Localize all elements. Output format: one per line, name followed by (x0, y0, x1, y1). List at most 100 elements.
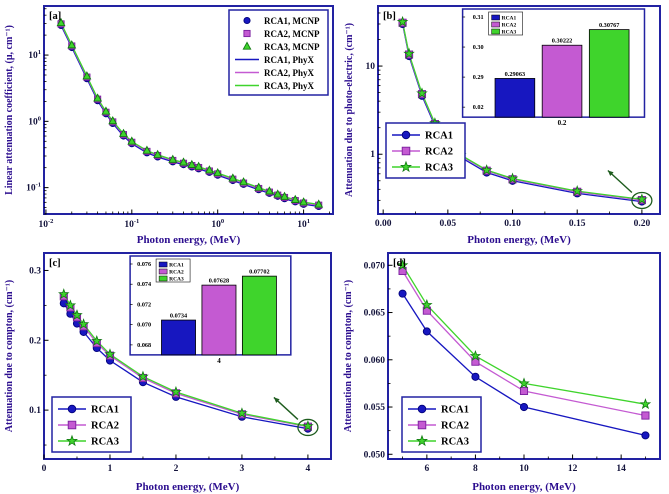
svg-text:100: 100 (211, 218, 224, 230)
inset-ytick: 0.02 (473, 104, 484, 111)
legend-label: RCA1, MCNP (264, 16, 320, 26)
y-tick-label: 0.3 (29, 266, 41, 276)
inset-bar-value: 0.07702 (249, 269, 269, 276)
series-RCA1 (398, 289, 650, 440)
inset-legend-label: RCA1 (169, 263, 184, 269)
series-RCA3 (58, 288, 314, 432)
y-tick-label: 0.060 (364, 356, 386, 366)
inset-ytick: 0.076 (137, 261, 151, 268)
inset-xtick: 0.2 (558, 119, 567, 127)
panel-c-container: 0 1 2 3 4 0.1 0.2 0.3 Photon energy, (MeV) Attenu… (0, 247, 340, 494)
inset-legend-label: RCA1 (502, 16, 517, 22)
y-tick-label: 0.050 (364, 450, 386, 460)
inset-legend-label: RCA3 (169, 277, 184, 283)
svg-text:101: 101 (28, 49, 41, 61)
panel-d: 6 8 10 12 14 0.050 0.055 0.060 0.065 0.070 Photon … (343, 252, 661, 493)
panel-label: [d] (393, 258, 406, 269)
chart-panel-a: 10-2 10-1 100 101 10-1 100 101 Photon energy, (… (4, 5, 334, 246)
x-tick-label: 4 (306, 464, 311, 474)
series-RCA3, MCNP (56, 17, 324, 208)
x-axis-label: Photon energy, (MeV) (137, 234, 241, 246)
x-tick-label: 1 (108, 464, 113, 474)
svg-text:101: 101 (297, 218, 310, 230)
zoom-arrow (607, 170, 614, 177)
y-tick-label: 10 (366, 62, 376, 72)
x-axis: 10-2 10-1 100 101 (38, 209, 330, 230)
svg-text:10-1: 10-1 (124, 218, 139, 230)
legend-label: RCA2, MCNP (264, 29, 320, 39)
x-tick-label: 10 (519, 464, 529, 474)
svg-text:10-2: 10-2 (38, 218, 53, 230)
x-tick-label: 8 (473, 464, 478, 474)
zoom-circle (297, 418, 319, 437)
series-RCA3 (396, 259, 652, 410)
y-axis-label: Linear attenuation coefficient, (μ, cm⁻¹… (4, 25, 15, 195)
inset-bar-value: 0.30222 (552, 38, 572, 45)
y-tick-label: 1 (370, 150, 375, 160)
y-axis-label: Attenuation due to compton, (cm⁻¹) (343, 280, 354, 432)
legend-label: RCA3 (425, 163, 453, 174)
panel-label: [b] (383, 11, 396, 22)
y-axis: 1 10 (366, 12, 383, 201)
x-tick-label: 6 (424, 464, 429, 474)
inset-ytick: 0.31 (473, 14, 484, 21)
x-tick-label: 14 (616, 464, 626, 474)
y-axis-label: Attenuation due to compton, (cm⁻¹) (4, 280, 15, 432)
inset-bar-value: 0.30767 (599, 22, 619, 29)
x-tick-label: 0 (42, 464, 47, 474)
panel-b: 0.00 0.05 0.10 0.15 0.20 1 10 Photon energy, (M… (344, 5, 661, 246)
panel-label: [c] (49, 258, 61, 269)
inset-bar-RCA3 (241, 275, 277, 356)
inset-ytick: 0.070 (137, 322, 151, 329)
y-axis: 10-1 100 101 (26, 8, 49, 215)
x-tick-label: 12 (568, 464, 578, 474)
inset-legend-label: RCA2 (502, 23, 517, 29)
legend-label: RCA2 (91, 421, 119, 432)
inset-bar-value: 0.0734 (170, 313, 188, 320)
zoom-circle (631, 191, 653, 210)
y-tick-label: 0.1 (29, 406, 41, 416)
legend-label: RCA2, PhyX (264, 68, 315, 78)
inset-ytick: 0.072 (137, 301, 151, 308)
inset-ytick: 0.29 (473, 74, 484, 81)
inset-ytick: 0.068 (137, 342, 151, 349)
x-axis-label: Photon energy, (MeV) (472, 481, 576, 493)
legend-label: RCA1, PhyX (264, 55, 315, 65)
y-axis-label: Attenuation due to photo-electric, (cm⁻¹… (344, 23, 355, 197)
y-tick-label: 0.070 (364, 261, 386, 271)
inset-bar-value: 0.29063 (505, 71, 525, 78)
x-axis: 0 1 2 3 4 (42, 454, 311, 474)
legend-label: RCA1 (91, 405, 119, 416)
x-axis-label: Photon energy, (MeV) (467, 234, 571, 246)
x-tick-label: 0.10 (504, 219, 521, 229)
y-tick-label: 0.055 (364, 403, 386, 413)
inset-legend-label: RCA2 (169, 270, 184, 276)
inset-bar-RCA3 (588, 29, 630, 118)
y-axis: 0.050 0.055 0.060 0.065 0.070 (364, 261, 393, 460)
x-tick-label: 0.05 (440, 219, 457, 229)
inset-bar-RCA1 (494, 78, 536, 118)
legend-label: RCA2 (425, 147, 453, 158)
panel-a: 10-2 10-1 100 101 10-1 100 101 Photon energy, (… (4, 5, 334, 246)
legend-label: RCA2 (441, 421, 469, 432)
panel-a-container: 10-2 10-1 100 101 10-1 100 101 Photon energy, (… (0, 0, 340, 247)
legend-label: RCA3, PhyX (264, 81, 315, 91)
panel-b-container: 0.00 0.05 0.10 0.15 0.20 1 10 Photon energy, (M… (340, 0, 669, 247)
svg-text:10-1: 10-1 (26, 182, 41, 194)
x-tick-label: 2 (174, 464, 179, 474)
panel-label: [a] (49, 11, 61, 22)
legend-label: RCA3, MCNP (264, 42, 320, 52)
legend-label: RCA1 (425, 131, 453, 142)
x-tick-label: 3 (240, 464, 245, 474)
inset-bar-RCA2 (201, 284, 237, 356)
inset-bar-RCA1 (161, 319, 196, 356)
legend-label: RCA3 (91, 437, 119, 448)
x-axis: 6 8 10 12 14 (402, 454, 646, 474)
legend-label: RCA3 (441, 437, 469, 448)
inset-ytick: 0.30 (473, 44, 484, 51)
inset-xtick: 4 (217, 357, 221, 365)
x-axis: 0.00 0.05 0.10 0.15 0.20 (375, 209, 650, 229)
y-axis: 0.1 0.2 0.3 (29, 266, 49, 446)
legend-label: RCA1 (441, 405, 469, 416)
